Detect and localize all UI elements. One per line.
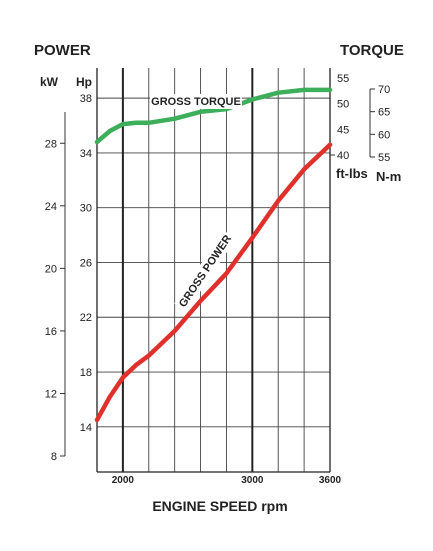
ftlbs-tick-label: 55 — [337, 73, 349, 85]
power-header: POWER — [34, 42, 91, 59]
nm-tick-label: 70 — [378, 84, 390, 96]
ftlbs-tick-label: 40 — [337, 150, 349, 162]
hp-tick-label: 38 — [80, 93, 92, 105]
gross-torque-label: GROSS TORQUE — [151, 96, 241, 108]
ftlbs-unit-label: ft-lbs — [336, 166, 368, 181]
nm-unit-label: N-m — [376, 169, 401, 184]
x-axis-title: ENGINE SPEED rpm — [152, 498, 287, 514]
hp-tick-label: 22 — [80, 312, 92, 324]
hp-tick-label: 14 — [80, 422, 92, 434]
hp-unit-label: Hp — [76, 75, 92, 89]
hp-tick-label: 26 — [80, 257, 92, 269]
x-tick-label: 2000 — [112, 475, 135, 486]
gross-power-line — [94, 142, 333, 423]
kw-tick-label: 20 — [45, 263, 57, 275]
hp-tick-label: 30 — [80, 203, 92, 215]
x-tick-label: 3600 — [319, 475, 342, 486]
ftlbs-tick-label: 45 — [337, 124, 349, 136]
gross-torque-line — [94, 87, 333, 145]
kw-tick-label: 28 — [45, 138, 57, 150]
hp-tick-label: 34 — [80, 148, 92, 160]
x-tick-label: 3000 — [241, 475, 264, 486]
chart-axes — [60, 68, 375, 473]
kw-tick-label: 24 — [45, 201, 57, 213]
nm-tick-label: 60 — [378, 129, 390, 141]
nm-tick-label: 65 — [378, 107, 390, 119]
kw-tick-label: 8 — [51, 451, 57, 463]
power-label-bg — [174, 230, 236, 312]
torque-label-bg — [150, 94, 242, 109]
kw-unit-label: kW — [40, 75, 59, 89]
chart-ticks: 2000 3000 3600 14 18 22 26 30 34 38 8 12 16 20 24 28 40 4… — [45, 73, 391, 486]
ftlbs-tick-label: 50 — [337, 99, 349, 111]
kw-tick-label: 12 — [45, 388, 57, 400]
hp-tick-label: 18 — [80, 367, 92, 379]
chart-series — [94, 87, 333, 423]
nm-tick-label: 55 — [378, 152, 390, 164]
torque-header: TORQUE — [340, 42, 404, 59]
kw-tick-label: 16 — [45, 326, 57, 338]
